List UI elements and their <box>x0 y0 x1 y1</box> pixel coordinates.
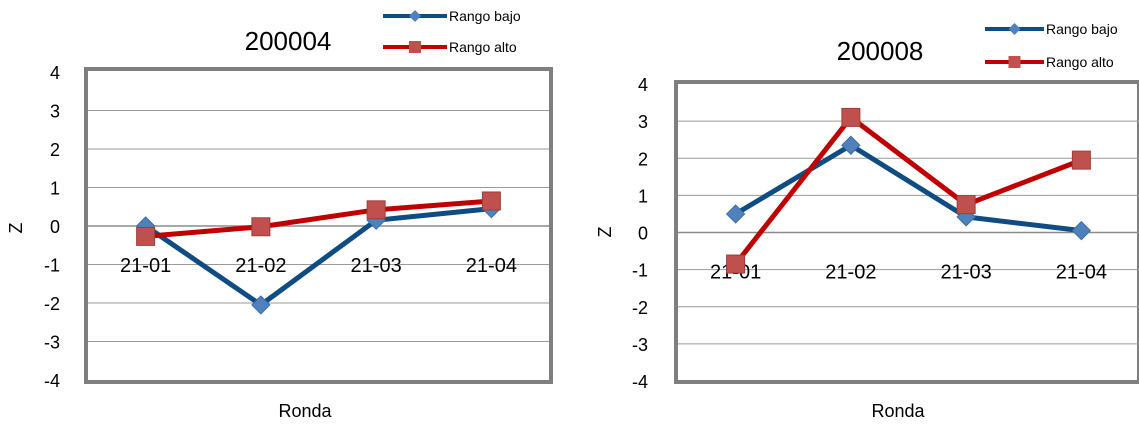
data-point-rango-alto <box>481 191 501 211</box>
data-point-rango-bajo <box>1071 220 1092 241</box>
y-tick-label: -4 <box>632 372 648 392</box>
data-point-rango-alto <box>726 254 746 274</box>
data-point-rango-bajo <box>725 204 746 224</box>
y-tick-label: 2 <box>638 149 648 169</box>
legend-label-rango-alto: Rango alto <box>1046 54 1114 70</box>
y-tick-label: -4 <box>44 371 60 391</box>
legend-label-rango-alto: Rango alto <box>449 39 517 55</box>
x-tick-label: 21-03 <box>941 262 992 284</box>
y-tick-label: 1 <box>50 179 60 199</box>
y-tick-label: -2 <box>632 298 648 318</box>
y-tick-label: -3 <box>632 335 648 355</box>
chart-200004: 200004 Ronda Z Rango bajo Rango alto <box>6 8 521 421</box>
legend-label-rango-bajo: Rango bajo <box>1046 21 1118 37</box>
data-point-rango-alto <box>1071 150 1091 170</box>
y-tick-label: -3 <box>44 333 60 353</box>
x-tick-label: 21-03 <box>351 255 402 277</box>
chart-plot-0: 4 3 2 1 0 -1 -2 -3 -4 21-01 21-02 21-03 21-04 <box>44 10 553 391</box>
data-point-rango-alto <box>136 226 156 246</box>
x-tick-label: 21-04 <box>1056 262 1107 284</box>
y-tick-label: 3 <box>50 102 60 122</box>
x-tick-label: 21-02 <box>825 262 876 284</box>
legend-marker-square-icon <box>409 41 421 53</box>
y-tick-label: 0 <box>638 224 648 244</box>
data-point-rango-bajo <box>251 295 271 315</box>
series-line-rango-alto <box>733 114 1083 266</box>
data-point-rango-bajo <box>841 135 861 155</box>
y-tick-label: 1 <box>638 186 648 206</box>
chart-title: 200004 <box>245 26 332 56</box>
series-line-rango-alto <box>145 198 492 239</box>
series-line-rango-bajo <box>144 206 492 308</box>
y-axis-label: Z <box>595 227 615 238</box>
legend-marker-diamond-icon <box>409 10 421 22</box>
data-point-rango-alto <box>366 200 386 220</box>
x-tick-label: 21-02 <box>235 255 286 277</box>
y-tick-label: -1 <box>44 256 60 276</box>
chart-title: 200008 <box>837 36 924 66</box>
y-tick-label: 4 <box>50 63 60 83</box>
x-tick-label: 21-04 <box>466 255 517 277</box>
chart-200008: 200008 Ronda Z Rango bajo Rango alto <box>595 21 1118 421</box>
y-axis-label: Z <box>6 223 26 234</box>
x-axis-label: Ronda <box>871 401 925 421</box>
data-point-rango-alto <box>251 217 271 237</box>
y-tick-label: 2 <box>50 140 60 160</box>
x-axis-label: Ronda <box>278 401 332 421</box>
y-tick-label: 0 <box>50 217 60 237</box>
series-line-rango-bajo <box>734 142 1082 234</box>
y-tick-label: 4 <box>638 75 648 95</box>
y-tick-label: -2 <box>44 294 60 314</box>
y-tick-label: -1 <box>632 261 648 281</box>
legend-marker-square-icon <box>1008 56 1021 68</box>
data-point-rango-alto <box>841 107 861 127</box>
legend-label-rango-bajo: Rango bajo <box>449 8 521 24</box>
x-tick-label: 21-01 <box>120 255 171 277</box>
legend-marker-diamond-icon <box>1008 23 1021 35</box>
data-point-rango-alto <box>956 195 976 215</box>
y-tick-label: 3 <box>638 112 648 132</box>
